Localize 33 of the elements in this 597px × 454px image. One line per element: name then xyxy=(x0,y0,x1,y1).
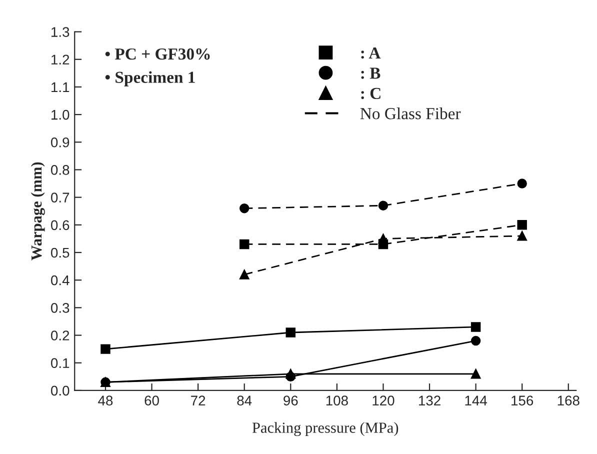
legend-label: No Glass Fiber xyxy=(360,108,461,120)
y-tick-label: 0.3 xyxy=(51,303,70,313)
y-tick-label: 0.6 xyxy=(51,220,70,230)
annotation: • PC + GF30% xyxy=(105,48,210,60)
x-tick-label: 108 xyxy=(326,396,348,406)
x-tick-label: 60 xyxy=(144,396,159,406)
x-tick-label: 156 xyxy=(512,396,534,406)
y-tick-label: 1.2 xyxy=(52,54,70,64)
x-tick-label: 72 xyxy=(191,396,206,406)
y-tick-label: 1.3 xyxy=(52,27,70,37)
y-tick-label: 1.0 xyxy=(52,110,70,120)
y-tick-label: 0.4 xyxy=(51,275,70,286)
legend-label: : A xyxy=(361,47,381,59)
x-axis-title: Packing pressure (MPa) xyxy=(252,422,398,436)
y-tick-label: 0.2 xyxy=(51,330,70,340)
x-tick-label: 132 xyxy=(418,396,440,406)
y-tick-label: 0.7 xyxy=(51,192,70,202)
x-tick-label: 144 xyxy=(465,396,487,406)
y-tick-label: 0.5 xyxy=(51,248,70,258)
y-axis-title: Warpage (mm) xyxy=(30,162,45,260)
x-tick-label: 120 xyxy=(372,396,394,406)
x-tick-label: 96 xyxy=(284,396,298,406)
x-tick-label: 168 xyxy=(558,396,580,406)
legend-label: : B xyxy=(361,68,380,79)
legend-label: : C xyxy=(361,88,380,100)
y-tick-label: 0.0 xyxy=(51,386,70,396)
x-tick-label: 48 xyxy=(98,396,113,406)
x-tick-label: 84 xyxy=(237,396,252,406)
y-tick-label: 0.8 xyxy=(51,165,70,175)
y-tick-label: 0.9 xyxy=(51,137,70,148)
annotation: • Specimen 1 xyxy=(105,71,195,86)
y-tick-label: 0.1 xyxy=(51,358,70,368)
y-tick-label: 1.1 xyxy=(52,82,70,92)
